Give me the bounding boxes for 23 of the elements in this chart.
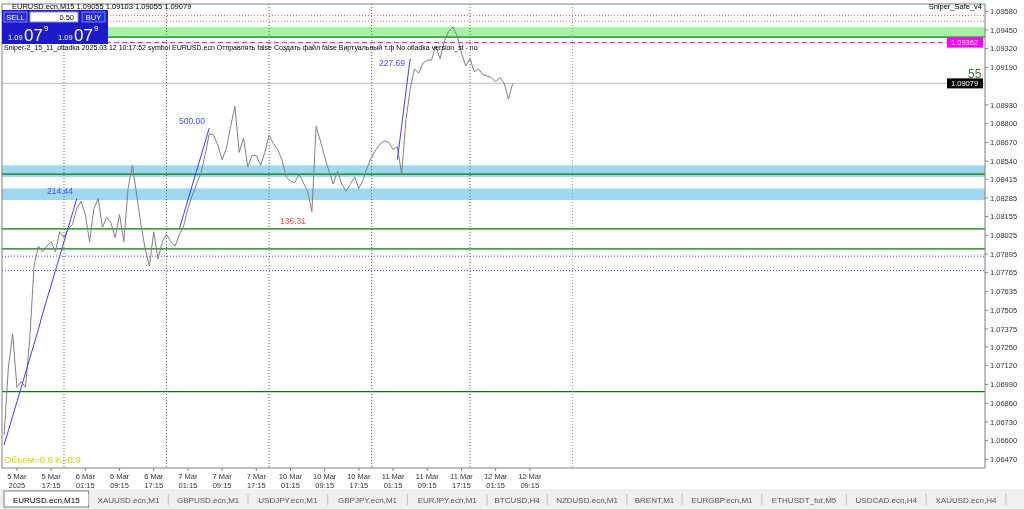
text: GBPUSD.ecn,M1 <box>177 495 240 505</box>
annotation: 214.44 <box>47 186 74 196</box>
text: EURGBP.ecn,M1 <box>691 495 754 505</box>
annotation: 9 <box>94 24 99 33</box>
text: XAUUSD.ecn,H4 <box>935 495 997 505</box>
text: EURUSD.ecn,M15 <box>12 495 81 505</box>
annotation: 07 <box>24 26 43 45</box>
annotation: 500.00 <box>179 116 206 126</box>
text: USDJPY.ecn,M1 <box>258 495 318 505</box>
text: BTCUSD,H4 <box>494 495 541 505</box>
annotation: 07 <box>74 26 93 45</box>
text: NZDUSD.ecn,M1 <box>556 495 619 505</box>
text: ETHUSDT_fut,M5 <box>771 495 837 505</box>
annotation: 136.31 <box>280 216 307 226</box>
text: GBPJPY.ecn,M1 <box>338 495 398 505</box>
annotation: 55 <box>968 67 982 81</box>
text: XAUUSD.ecn,M1 <box>97 495 160 505</box>
text: EURJPY.ecn,M1 <box>417 495 478 505</box>
annotation: Объем=0.6 K=0.9 <box>4 454 81 465</box>
text: USDCAD.ecn,H4 <box>855 495 918 505</box>
annotation: 9 <box>44 24 49 33</box>
text: BRENT,M1 <box>634 495 675 505</box>
annotation: 227.69 <box>379 58 406 68</box>
